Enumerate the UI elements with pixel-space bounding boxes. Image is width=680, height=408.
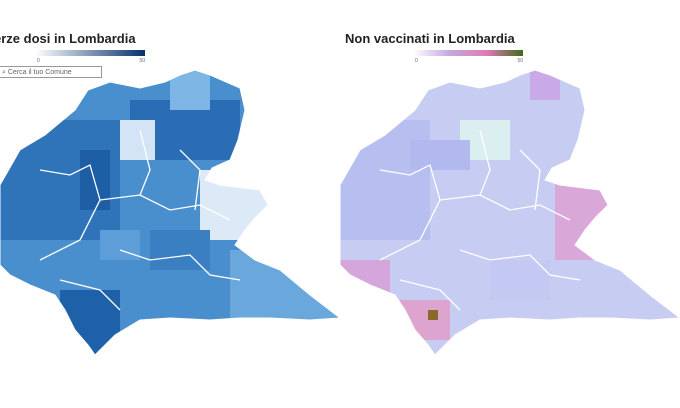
comune-search-input[interactable]: ⌕ Cerca il tuo Comune: [0, 66, 102, 78]
right-map-legend: 0 50: [413, 50, 523, 66]
search-placeholder: Cerca il tuo Comune: [7, 69, 72, 76]
left-map-legend: 0 50: [35, 50, 145, 66]
lombardia-choropleth-terze-dosi[interactable]: [0, 0, 340, 408]
left-map-title: erze dosi in Lombardia: [0, 31, 136, 46]
right-map-panel: Non vaccinati in Lombardia 0 50: [340, 0, 680, 408]
right-legend-gradient: [413, 50, 523, 56]
left-legend-gradient: [35, 50, 145, 56]
right-map-title: Non vaccinati in Lombardia: [345, 31, 515, 46]
right-legend-min: 0: [415, 58, 418, 64]
left-legend-min: 0: [37, 58, 40, 64]
province-borders: [39, 129, 241, 311]
province-borders-right: [379, 129, 581, 311]
search-icon: ⌕: [2, 69, 6, 76]
lombardia-choropleth-non-vaccinati[interactable]: [340, 0, 680, 408]
left-map-panel: erze dosi in Lombardia 0 50 ⌕ Cerca il t…: [0, 0, 340, 408]
right-legend-max: 50: [517, 58, 523, 64]
left-legend-max: 50: [139, 58, 145, 64]
